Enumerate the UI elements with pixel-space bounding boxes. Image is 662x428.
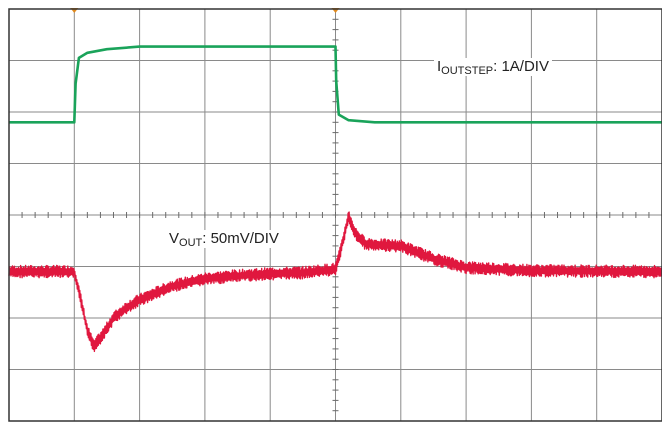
traces <box>8 45 662 353</box>
current-label-subscript: OUTSTEP <box>441 65 494 77</box>
voltage-label-subscript: OUT <box>179 237 203 249</box>
voltage-label-scale: : 50mV/DIV <box>202 230 279 247</box>
current-label-scale: : 1A/DIV <box>493 58 549 75</box>
voltage-trace-label: VOUT: 50mV/DIV <box>166 230 282 249</box>
plot-border <box>8 8 662 422</box>
current-label-main: I <box>437 58 442 75</box>
output-voltage-trace <box>8 211 662 353</box>
current-trace-label: IOUTSTEP: 1A/DIV <box>434 58 552 77</box>
current-step-trace <box>9 45 662 124</box>
voltage-label-main: V <box>169 230 180 247</box>
